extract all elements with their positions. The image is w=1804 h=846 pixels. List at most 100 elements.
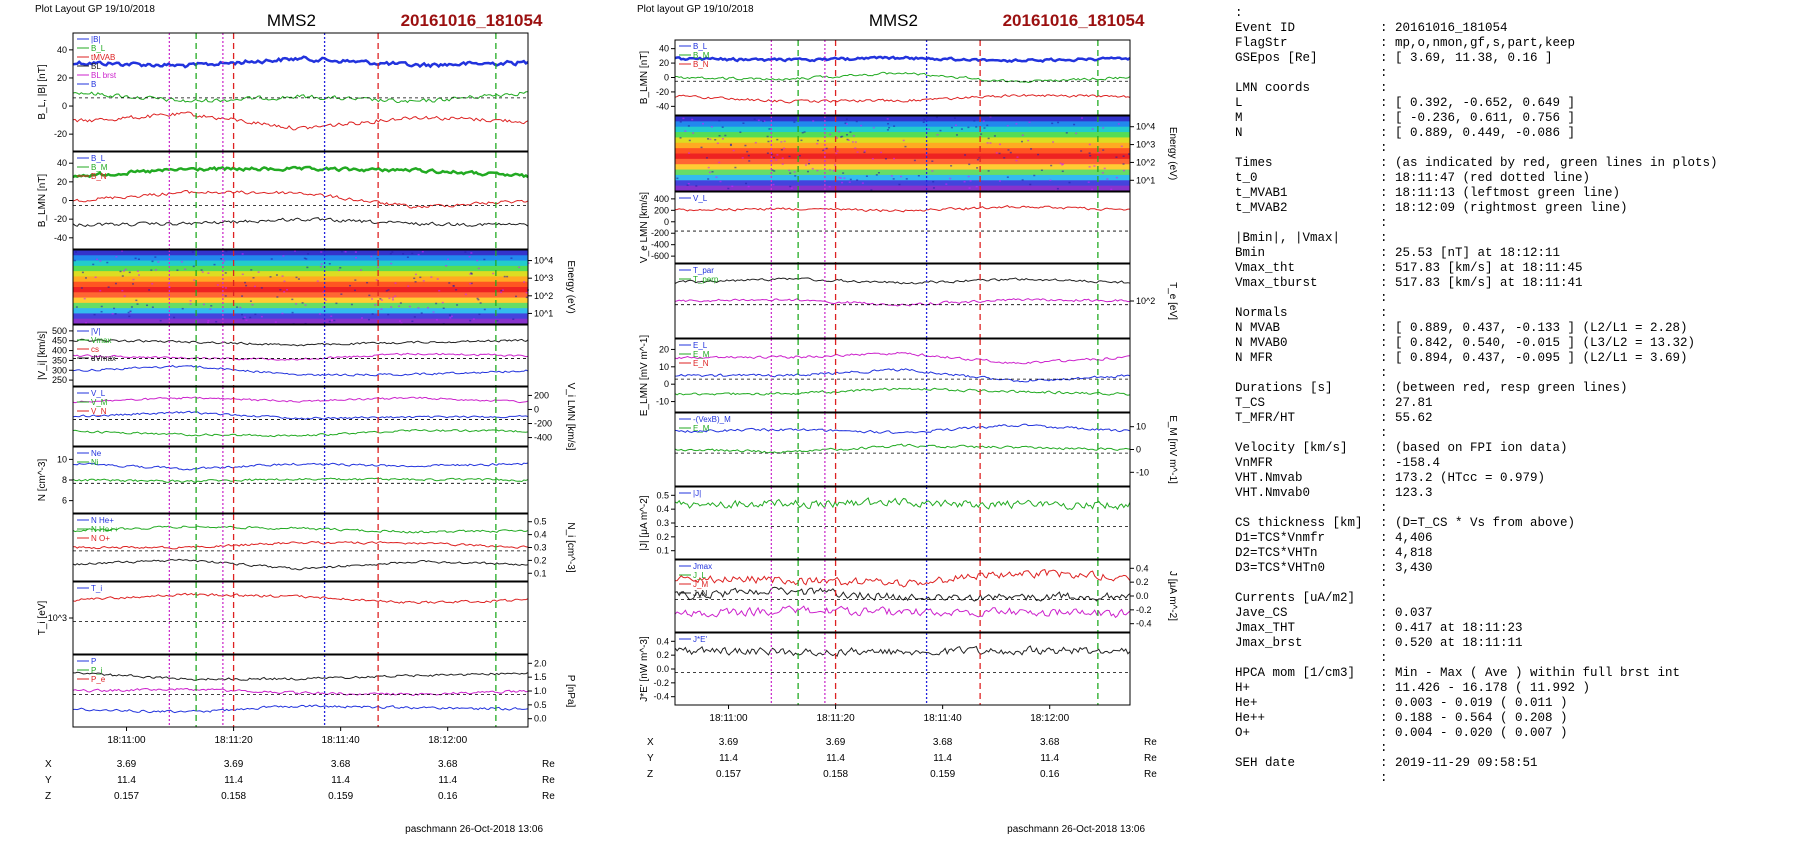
left-ytick-label: -20 [54, 214, 67, 224]
middle-spectrogram-speck [1052, 141, 1055, 143]
info-label: Currents [uA/m2] [1235, 591, 1355, 605]
left-ylabel: P [nPa] [565, 675, 576, 708]
middle-spectrogram-speck [789, 172, 792, 174]
left-spectrogram-speck [476, 297, 479, 300]
left-spectrogram-speck [154, 269, 157, 271]
middle-spectrogram-speck [890, 175, 893, 177]
middle-ytick-label: 0 [664, 217, 669, 227]
left-spectrogram-speck [470, 252, 473, 254]
left-ytick-label: 450 [52, 336, 67, 346]
left-coord-axis-label: X [45, 759, 52, 770]
left-legend-entry: B_N [91, 172, 107, 181]
left-spectrogram-speck [413, 316, 416, 318]
info-value: : 18:11:13 (leftmost green line) [1380, 186, 1620, 200]
left-spectrogram-speck [387, 313, 390, 316]
left-spectrogram-speck [121, 250, 124, 252]
middle-series-line [674, 93, 1131, 104]
left-spectrogram-speck [448, 282, 451, 284]
left-spectrogram-speck [340, 250, 343, 253]
middle-spectrogram-speck [955, 134, 958, 136]
middle-spectrogram-speck [1093, 165, 1096, 167]
left-spectrogram-speck [75, 251, 78, 253]
left-spectrogram-speck [500, 289, 503, 292]
middle-panel-frame [674, 115, 1131, 192]
left-spectrogram-speck [176, 269, 179, 272]
left-spectrogram-speck [200, 269, 203, 271]
left-spectrogram-speck [464, 251, 467, 253]
middle-spectrogram-speck [801, 131, 804, 134]
middle-spectrogram-speck [798, 154, 801, 157]
middle-spectrogram-speck [781, 157, 784, 160]
middle-ytick-label: -0.2 [1136, 605, 1152, 615]
info-label: N MVAB0 [1235, 336, 1288, 350]
left-spectrogram-speck [114, 313, 117, 315]
middle-spectrogram-speck [839, 177, 842, 179]
left-spectrogram-speck [305, 258, 308, 260]
info-value: : [ 0.889, 0.437, -0.133 ] (L2/L1 = 2.28… [1380, 321, 1688, 335]
left-spectrogram-speck [122, 270, 125, 272]
middle-coord-value: 11.4 [933, 753, 952, 764]
middle-spectrogram-speck [923, 118, 926, 120]
left-spectrogram-speck [291, 311, 294, 314]
left-spectrogram-speck [411, 252, 414, 255]
left-spectrogram-speck [399, 302, 402, 304]
left-ytick-label: -20 [54, 129, 67, 139]
middle-ytick-label: 10^1 [1136, 175, 1155, 185]
left-spectrogram-speck [107, 286, 110, 288]
left-spectrogram-speck [368, 294, 371, 297]
left-ytick-label: 0 [534, 404, 539, 414]
left-coord-value: 3.68 [331, 759, 351, 770]
middle-series-line [674, 569, 1131, 588]
left-spectrogram-speck [476, 259, 479, 262]
middle-spectrogram-speck [734, 166, 737, 169]
left-spectrogram-speck [375, 279, 378, 281]
middle-legend-entry: E_M [693, 424, 710, 433]
middle-spectrogram-speck [998, 152, 1001, 155]
middle-spectrogram-speck [1080, 117, 1083, 119]
middle-ytick-label: 0 [664, 73, 669, 83]
info-value: : (based on FPI ion data) [1380, 441, 1568, 455]
left-spectrogram-speck [206, 321, 209, 324]
middle-spectrogram-speck [715, 176, 718, 178]
middle-coord-value: 3.68 [1040, 737, 1060, 748]
left-spectrogram-speck [353, 289, 356, 292]
left-spectrogram-speck [135, 299, 138, 302]
info-value: : [1380, 576, 1388, 590]
left-legend-entry: N He+ [91, 516, 114, 525]
left-legend-entry: dVmax [91, 354, 116, 363]
middle-ytick-label: 0 [664, 379, 669, 389]
middle-spectrogram-speck [999, 143, 1002, 146]
middle-spectrogram-speck [900, 175, 903, 178]
left-series-line [72, 671, 529, 681]
middle-spectrogram-speck [828, 185, 831, 188]
info-value: : Min - Max ( Ave ) within full brst int [1380, 666, 1680, 680]
middle-ytick-label: 20 [659, 58, 669, 68]
middle-spectrogram-speck [707, 166, 710, 169]
middle-panel-frame [674, 39, 1131, 116]
middle-spectrogram-speck [1020, 140, 1023, 143]
middle-spectrogram-speck [753, 118, 756, 120]
middle-series-line [674, 351, 1131, 365]
left-spectrogram-speck [478, 313, 481, 316]
middle-spectrogram-speck [700, 146, 703, 149]
left-spectrogram-speck [128, 271, 131, 274]
info-label: Times [1235, 156, 1273, 170]
middle-ytick-label: 200 [654, 205, 669, 215]
left-spectrogram-speck [124, 268, 127, 271]
middle-ylabel: E_LMN [mV m^-1] [639, 335, 650, 417]
left-spectrogram-speck [449, 317, 452, 319]
middle-spectrogram-speck [708, 171, 711, 174]
left-spectrogram-speck [450, 315, 453, 318]
middle-coord-value: 0.158 [823, 769, 848, 780]
middle-spectrogram-speck [1120, 145, 1123, 148]
middle-time-label: 18:12:00 [1030, 713, 1069, 724]
left-coord-value: 0.158 [221, 791, 246, 802]
middle-spectrogram-speck [1028, 121, 1031, 124]
left-spectrogram-speck [496, 320, 499, 322]
info-value: : 55.62 [1380, 411, 1433, 425]
info-value: : mp,o,nmon,gf,s,part,keep [1380, 36, 1575, 50]
left-coord-value: 11.4 [117, 775, 136, 786]
left-spectrogram-speck [417, 253, 420, 256]
middle-header: Plot layout GP 19/10/2018 [637, 4, 754, 15]
left-spectrogram-speck [275, 274, 278, 276]
